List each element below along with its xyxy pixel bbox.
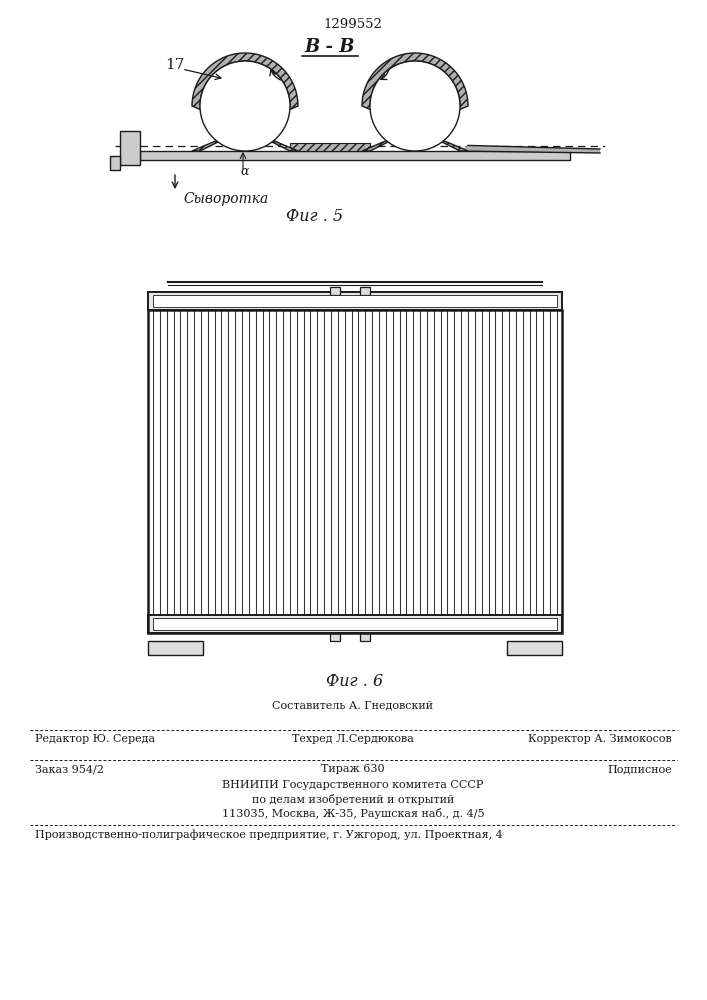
- Text: Фиг . 5: Фиг . 5: [286, 208, 344, 225]
- Text: Фиг . 6: Фиг . 6: [327, 673, 384, 690]
- Text: Техред Л.Сердюкова: Техред Л.Сердюкова: [292, 734, 414, 744]
- Bar: [110, 156, 120, 170]
- Text: В - В: В - В: [305, 38, 355, 56]
- Bar: [507, 641, 562, 655]
- Text: Корректор А. Зимокосов: Корректор А. Зимокосов: [528, 734, 672, 744]
- Bar: [153, 295, 557, 307]
- Bar: [330, 287, 340, 295]
- Text: 1299552: 1299552: [324, 18, 382, 31]
- Text: ВНИИПИ Государственного комитета СССР: ВНИИПИ Государственного комитета СССР: [222, 780, 484, 790]
- Text: α: α: [240, 165, 248, 178]
- Polygon shape: [362, 53, 468, 151]
- Text: Сыворотка: Сыворотка: [183, 192, 268, 206]
- Bar: [290, 143, 370, 151]
- Bar: [360, 633, 370, 641]
- Text: по делам изобретений и открытий: по делам изобретений и открытий: [252, 794, 454, 805]
- Bar: [148, 615, 562, 633]
- Text: Тираж 630: Тираж 630: [321, 764, 385, 774]
- Polygon shape: [460, 145, 600, 153]
- Bar: [148, 310, 562, 633]
- Text: Заказ 954/2: Заказ 954/2: [35, 764, 104, 774]
- Circle shape: [200, 61, 290, 151]
- Circle shape: [370, 61, 460, 151]
- Bar: [330, 633, 340, 641]
- Polygon shape: [192, 53, 298, 151]
- Bar: [153, 618, 557, 630]
- Text: 17: 17: [165, 58, 185, 72]
- Text: Редактор Ю. Середа: Редактор Ю. Середа: [35, 734, 155, 744]
- Text: 113035, Москва, Ж-35, Раушская наб., д. 4/5: 113035, Москва, Ж-35, Раушская наб., д. …: [222, 808, 484, 819]
- Bar: [360, 287, 370, 295]
- Bar: [148, 292, 562, 310]
- Text: Составитель А. Гнедовский: Составитель А. Гнедовский: [272, 700, 433, 710]
- Text: Подписное: Подписное: [607, 764, 672, 774]
- Bar: [140, 151, 570, 160]
- Bar: [148, 641, 203, 655]
- Text: Производственно-полиграфическое предприятие, г. Ужгород, ул. Проектная, 4: Производственно-полиграфическое предприя…: [35, 829, 503, 840]
- Bar: [120, 131, 140, 165]
